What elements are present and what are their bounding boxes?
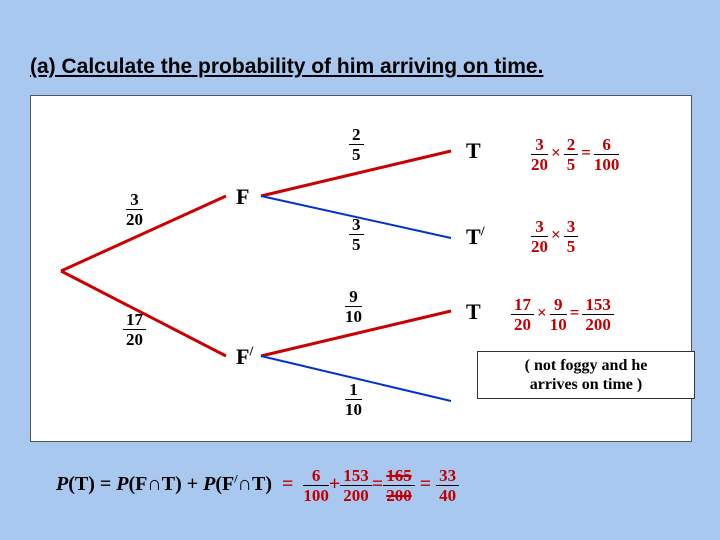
calc-1: 320×25=6100 bbox=[531, 136, 619, 173]
frac-FTp: 35 bbox=[349, 216, 364, 253]
node-F: F bbox=[236, 184, 249, 210]
line-root-F bbox=[61, 196, 226, 271]
node-FTp: T/ bbox=[466, 224, 485, 250]
question-title: (a) Calculate the probability of him arr… bbox=[30, 55, 543, 79]
frac-FpTp: 110 bbox=[345, 381, 362, 418]
calc-3: 1720×910=153200 bbox=[511, 296, 614, 333]
note-line2: arrives on time ) bbox=[486, 375, 686, 394]
note-line1: ( not foggy and he bbox=[486, 356, 686, 375]
note-box: ( not foggy and he arrives on time ) bbox=[477, 351, 695, 399]
node-FpT: T bbox=[466, 299, 481, 325]
node-FT: T bbox=[466, 138, 481, 164]
frac-FT: 25 bbox=[349, 126, 364, 163]
bottom-formula: P(T) = P(F∩T) + P(F/∩T) = 6100+153200=16… bbox=[56, 467, 459, 504]
diagram-area: 320 F 1720 F/ 25 T 35 T/ 910 T 110 320×2… bbox=[30, 95, 692, 442]
frac-F: 320 bbox=[126, 191, 143, 228]
calc-2: 320×35 bbox=[531, 218, 578, 255]
node-Fp: F/ bbox=[236, 344, 253, 370]
frac-FpT: 910 bbox=[345, 288, 362, 325]
frac-Fp: 1720 bbox=[123, 311, 146, 348]
